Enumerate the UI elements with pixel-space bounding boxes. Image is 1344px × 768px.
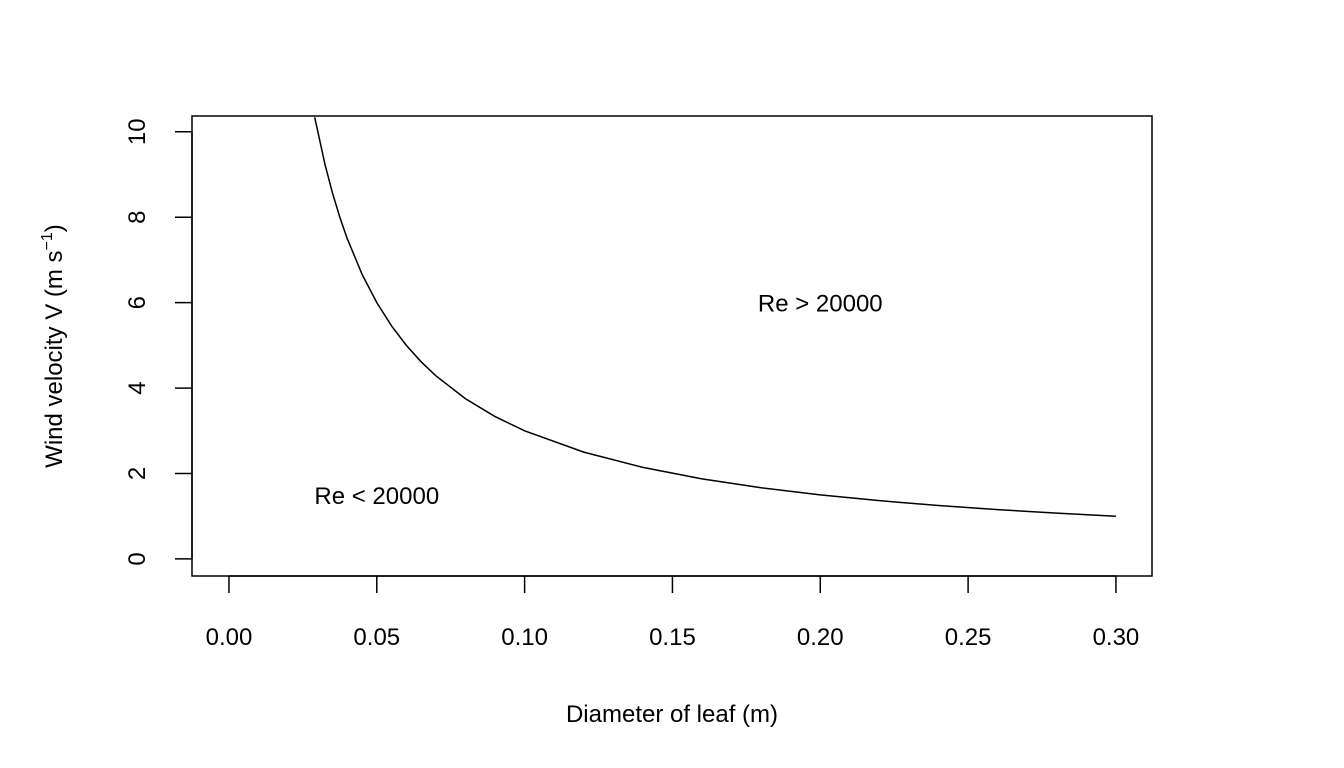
y-tick-label: 4 bbox=[124, 381, 151, 394]
x-tick-label: 0.20 bbox=[797, 624, 844, 651]
y-axis: 0 2 4 6 8 10 bbox=[124, 118, 193, 566]
y-tick-label: 2 bbox=[124, 467, 151, 480]
y-axis-label: Wind velocity V (m s−1) bbox=[39, 224, 68, 468]
x-tick-label: 0.15 bbox=[649, 624, 696, 651]
annotation-label: Re < 20000 bbox=[314, 483, 439, 510]
y-tick-label: 0 bbox=[124, 552, 151, 565]
x-tick-label: 0.10 bbox=[501, 624, 548, 651]
series-line bbox=[313, 117, 1116, 517]
x-tick-label: 0.25 bbox=[945, 624, 992, 651]
x-tick-label: 0.30 bbox=[1093, 624, 1140, 651]
x-tick-label: 0.00 bbox=[206, 624, 253, 651]
y-tick-label: 6 bbox=[124, 296, 151, 309]
annotations: Re > 20000 Re < 20000 bbox=[314, 291, 882, 510]
x-axis: 0.00 0.05 0.10 0.15 0.20 0.25 0.30 bbox=[206, 575, 1140, 651]
x-tick-label: 0.05 bbox=[353, 624, 400, 651]
annotation-label: Re > 20000 bbox=[758, 291, 883, 318]
y-tick-label: 10 bbox=[124, 118, 151, 145]
y-tick-label: 8 bbox=[124, 211, 151, 224]
x-axis-label: Diameter of leaf (m) bbox=[566, 701, 778, 728]
